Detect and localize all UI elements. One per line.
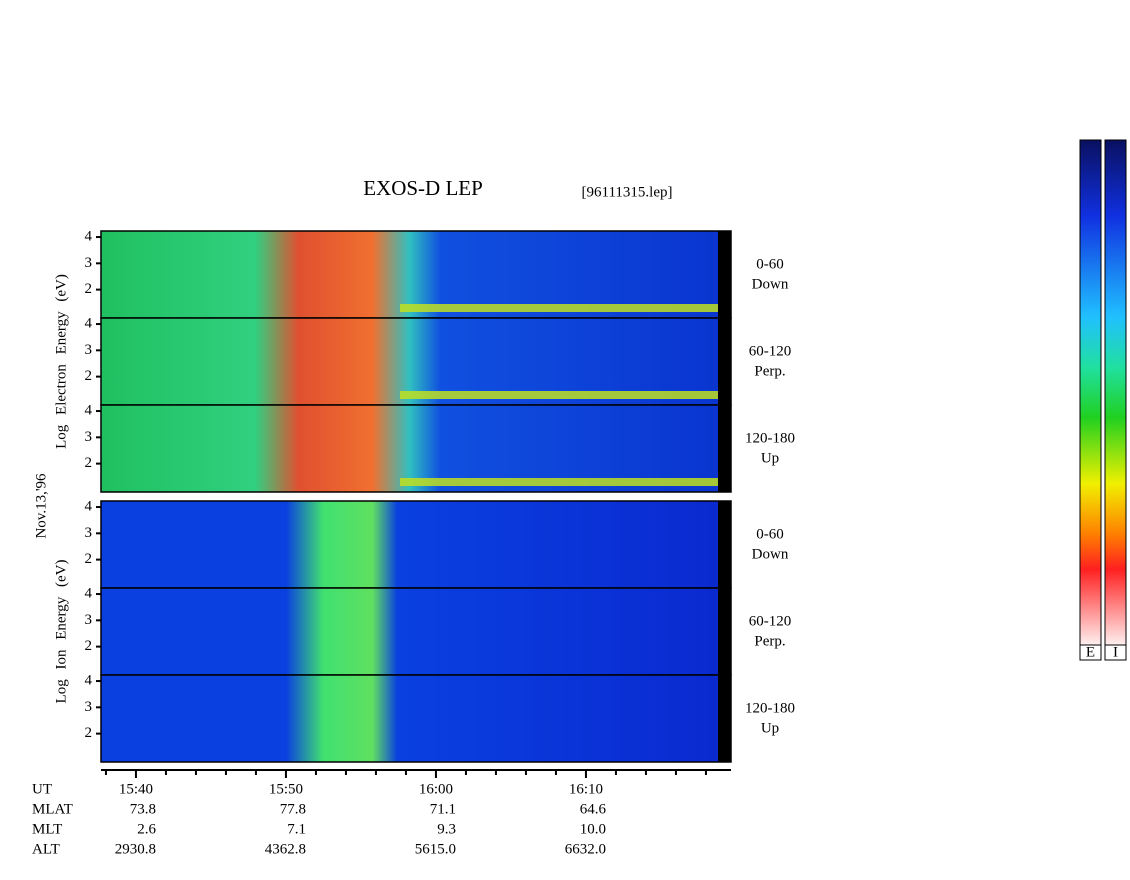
spectrogram xyxy=(101,588,718,675)
file-name: [96111315.lep] xyxy=(582,184,673,200)
y-tick-label: 2 xyxy=(85,455,93,471)
angle-label: 0-60 xyxy=(756,256,784,272)
y-tick-label: 2 xyxy=(85,368,93,384)
spectrogram-band xyxy=(400,391,718,399)
color-bar-label-box xyxy=(1079,644,1102,661)
y-axis-label: Log Ion Energy (eV) xyxy=(53,560,69,704)
orbit-value: 77.8 xyxy=(280,801,306,817)
orbit-value: 9.3 xyxy=(437,821,456,837)
y-tick-label: 2 xyxy=(85,551,93,567)
no-data xyxy=(718,588,731,675)
orbit-label: ALT xyxy=(32,841,60,857)
color-bar-label: E xyxy=(1086,644,1095,660)
direction-label: Down xyxy=(752,546,789,562)
angle-label: 120-180 xyxy=(745,430,795,446)
x-tick-label: 16:10 xyxy=(569,781,603,797)
x-tick-label: 15:50 xyxy=(269,781,303,797)
y-tick-label: 4 xyxy=(85,585,93,601)
y-tick-label: 4 xyxy=(85,228,93,244)
orbit-label: MLT xyxy=(32,821,62,837)
y-tick-label: 2 xyxy=(85,638,93,654)
y-tick-label: 4 xyxy=(85,672,93,688)
spectrogram-band xyxy=(400,304,718,312)
no-data xyxy=(718,501,731,588)
y-tick-label: 4 xyxy=(85,498,93,514)
y-tick-label: 3 xyxy=(85,612,93,628)
y-tick-label: 2 xyxy=(85,281,93,297)
angle-label: 60-120 xyxy=(749,613,792,629)
angle-label: 60-120 xyxy=(749,343,792,359)
orbit-label: MLAT xyxy=(32,801,73,817)
direction-label: Up xyxy=(761,720,779,736)
spectrogram xyxy=(101,501,718,588)
orbit-value: 2930.8 xyxy=(115,841,156,857)
orbit-value: 71.1 xyxy=(430,801,456,817)
orbit-value: 5615.0 xyxy=(415,841,456,857)
spectrogram xyxy=(101,675,718,762)
orbit-value: 10.0 xyxy=(580,821,606,837)
orbit-value: 4362.8 xyxy=(265,841,306,857)
no-data xyxy=(718,675,731,762)
y-axis-label: Log Electron Energy (eV) xyxy=(53,274,69,449)
y-tick-label: 3 xyxy=(85,255,93,271)
angle-label: 0-60 xyxy=(756,526,784,542)
color-bar xyxy=(1104,139,1127,646)
direction-label: Up xyxy=(761,450,779,466)
spectrogram xyxy=(101,231,718,318)
panel-frame xyxy=(100,404,732,493)
y-tick-label: 3 xyxy=(85,429,93,445)
orbit-value: 64.6 xyxy=(580,801,607,817)
no-data xyxy=(718,318,731,405)
orbit-value: 73.8 xyxy=(130,801,156,817)
y-tick-label: 4 xyxy=(85,315,93,331)
x-tick-label: 15:40 xyxy=(119,781,153,797)
no-data xyxy=(718,405,731,492)
angle-label: 120-180 xyxy=(745,700,795,716)
direction-label: Perp. xyxy=(754,363,785,379)
y-tick-label: 3 xyxy=(85,525,93,541)
direction-label: Perp. xyxy=(754,633,785,649)
y-tick-label: 3 xyxy=(85,342,93,358)
orbit-value: 2.6 xyxy=(137,821,156,837)
spectrogram xyxy=(101,405,718,492)
date-label: Nov.13,'96 xyxy=(33,473,49,539)
direction-label: Down xyxy=(752,276,789,292)
orbit-value: 7.1 xyxy=(287,821,306,837)
orbit-label: UT xyxy=(32,781,52,797)
x-tick-label: 16:00 xyxy=(419,781,453,797)
y-tick-label: 4 xyxy=(85,402,93,418)
panel-frame xyxy=(100,674,732,763)
color-bar-label: I xyxy=(1113,644,1118,660)
color-bar-label-box xyxy=(1104,644,1127,661)
chart-title: EXOS-D LEP xyxy=(363,176,483,200)
no-data xyxy=(718,231,731,318)
orbit-value: 6632.0 xyxy=(565,841,606,857)
color-bar xyxy=(1079,139,1102,646)
y-tick-label: 2 xyxy=(85,725,93,741)
y-tick-label: 3 xyxy=(85,699,93,715)
spectrogram xyxy=(101,318,718,405)
spectrogram-band xyxy=(400,478,718,486)
